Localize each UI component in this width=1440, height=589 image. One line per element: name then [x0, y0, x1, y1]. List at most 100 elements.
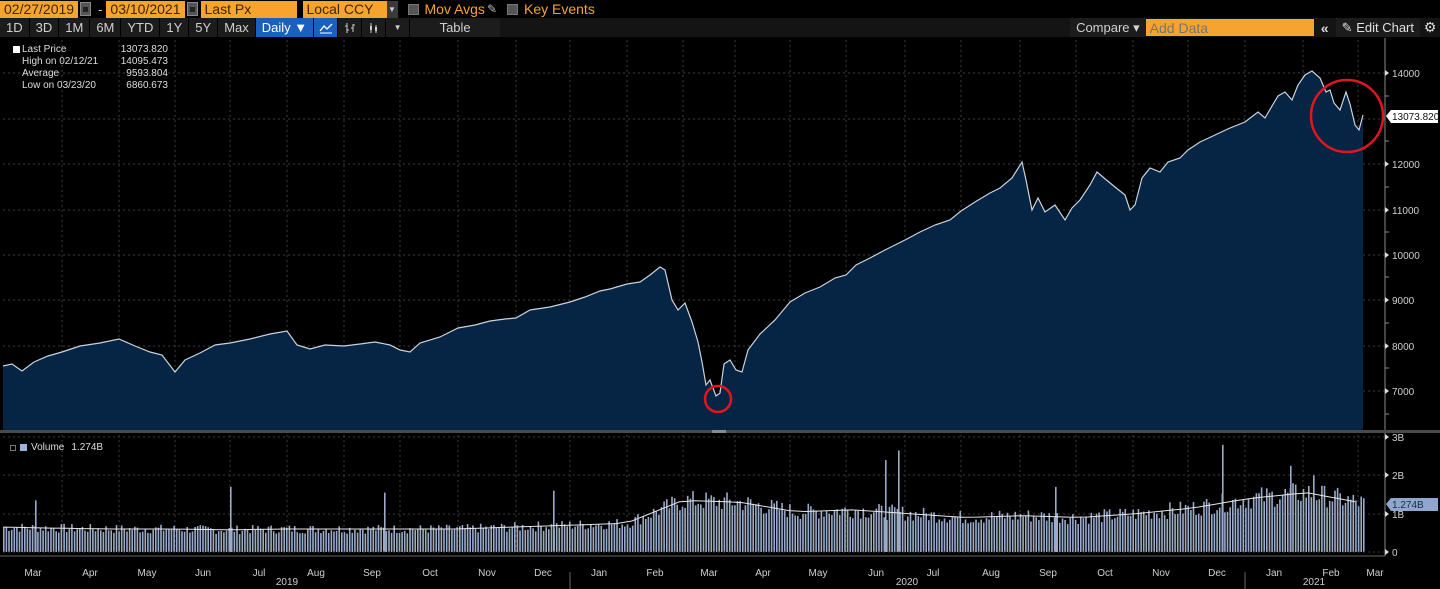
annotation-circle-recent [1309, 78, 1385, 154]
x-tick-label: Dec [534, 568, 552, 579]
svg-text:2020: 2020 [896, 577, 919, 588]
x-tick-label: Feb [646, 568, 664, 579]
x-tick-label: May [138, 568, 157, 579]
period-ytd-button[interactable]: YTD [121, 18, 161, 37]
annotation-circle-low [703, 384, 733, 414]
svg-text:9000: 9000 [1392, 296, 1415, 307]
x-tick-label: Apr [82, 568, 98, 579]
volume-axis: 3B 2B 1B 0 [1385, 433, 1405, 559]
x-tick-label: Jan [1266, 568, 1282, 579]
price-area [3, 71, 1363, 430]
line-chart-icon[interactable] [314, 18, 339, 37]
period-1y-button[interactable]: 1Y [160, 18, 190, 37]
calendar-icon[interactable] [80, 2, 92, 16]
pencil-icon[interactable]: ✎ [486, 2, 497, 16]
svg-text:2021: 2021 [1303, 577, 1326, 588]
svg-text:7000: 7000 [1392, 387, 1415, 398]
x-axis: Mar Apr May Jun Jul Aug Sep Oct Nov Dec Jan Feb Mar A… [24, 568, 1384, 579]
toolbar-row-2: 1D 3D 1M 6M YTD 1Y 5Y Max Daily ▼ ▼ Tabl… [0, 18, 1440, 37]
frequency-dropdown[interactable]: Daily ▼ [255, 18, 315, 37]
svg-text:3B: 3B [1392, 433, 1405, 444]
key-events-checkbox[interactable] [507, 3, 518, 15]
svg-text:14000: 14000 [1392, 69, 1420, 80]
resize-handle[interactable] [712, 430, 726, 433]
period-1m-button[interactable]: 1M [59, 18, 91, 37]
legend-row-low: Low on 03/23/20 6860.673 [22, 80, 168, 91]
right-toolbar: Compare ▾ « ✎ Edit Chart ⚙ [1070, 18, 1440, 37]
legend-row-average: Average 9593.804 [22, 68, 168, 79]
year-labels: 2019 2020 2021 [276, 572, 1326, 589]
x-tick-label: Jun [868, 568, 884, 579]
period-1d-button[interactable]: 1D [0, 18, 30, 37]
price-line [2, 70, 1364, 397]
mov-avgs-label[interactable]: Mov Avgs [424, 1, 485, 17]
volume-tag: 1.274B [1386, 498, 1438, 511]
x-tick-label: Jan [591, 568, 607, 579]
last-price-tag: 13073.820 [1386, 110, 1440, 123]
x-tick-label: Jun [195, 568, 211, 579]
ohlc-bar-icon[interactable] [338, 18, 363, 37]
x-tick-label: Sep [363, 568, 381, 579]
volume-gridlines [3, 436, 1385, 515]
compare-dropdown[interactable]: Compare ▾ [1070, 18, 1146, 37]
legend-swatch [20, 444, 27, 451]
legend-swatch [13, 46, 20, 53]
x-tick-label: Oct [1097, 568, 1113, 579]
candlestick-icon[interactable] [362, 18, 387, 37]
x-tick-label: Oct [422, 568, 438, 579]
volume-legend[interactable]: Volume 1.274B [10, 442, 103, 453]
vertical-gridlines [61, 40, 1359, 555]
x-tick-label: Jul [927, 568, 940, 579]
x-tick-label: Mar [1366, 568, 1384, 579]
expand-icon[interactable] [10, 444, 16, 451]
x-tick-label: Jul [253, 568, 266, 579]
legend-row-last-price[interactable]: Last Price 13073.820 [10, 44, 168, 56]
period-6m-button[interactable]: 6M [90, 18, 122, 37]
svg-text:8000: 8000 [1392, 342, 1415, 353]
period-3d-button[interactable]: 3D [29, 18, 60, 37]
svg-text:11000: 11000 [1392, 206, 1420, 217]
add-data-input[interactable] [1145, 19, 1314, 36]
price-axis: 14000 12000 11000 10000 9000 8000 7000 [1385, 69, 1420, 415]
pencil-icon: ✎ [1341, 20, 1357, 35]
currency-select[interactable]: Local CCY [302, 0, 387, 18]
calendar-icon[interactable] [186, 2, 198, 16]
chevron-down-icon[interactable]: ▼ [386, 0, 398, 18]
x-tick-label: Apr [755, 568, 771, 579]
svg-text:1.274B: 1.274B [1392, 500, 1424, 511]
x-tick-label: Aug [307, 568, 325, 579]
svg-text:2019: 2019 [276, 577, 299, 588]
x-tick-label: Mar [24, 568, 42, 579]
x-tick-label: Dec [1208, 568, 1226, 579]
volume-moving-average [2, 492, 1356, 531]
x-tick-label: Sep [1039, 568, 1057, 579]
field-select[interactable]: Last Px [200, 0, 297, 18]
period-5y-button[interactable]: 5Y [189, 18, 219, 37]
date-separator: - [98, 1, 103, 17]
x-tick-label: Mar [700, 568, 718, 579]
gear-icon[interactable]: ⚙ [1423, 19, 1437, 35]
svg-text:12000: 12000 [1392, 160, 1420, 171]
svg-text:0: 0 [1392, 548, 1398, 559]
x-tick-label: Nov [1152, 568, 1170, 579]
svg-text:10000: 10000 [1392, 251, 1420, 262]
volume-bars [3, 444, 1365, 552]
start-date-input[interactable]: 02/27/2019 [0, 0, 79, 18]
edit-chart-button[interactable]: ✎ Edit Chart [1335, 18, 1420, 37]
x-tick-label: Nov [478, 568, 496, 579]
end-date-input[interactable]: 03/10/2021 [106, 0, 185, 18]
mov-avgs-checkbox[interactable] [407, 3, 419, 15]
period-max-button[interactable]: Max [218, 18, 256, 37]
price-legend: Last Price 13073.820 High on 02/12/21 14… [10, 44, 168, 92]
key-events-label[interactable]: Key Events [524, 1, 595, 17]
table-button[interactable]: Table [410, 18, 501, 37]
x-tick-label: Aug [982, 568, 1000, 579]
svg-text:2B: 2B [1392, 471, 1405, 482]
collapse-icon[interactable]: « [1320, 19, 1329, 36]
x-tick-label: May [809, 568, 828, 579]
legend-row-high: High on 02/12/21 14095.473 [22, 56, 168, 67]
svg-text:13073.820: 13073.820 [1392, 112, 1440, 123]
svg-text:1B: 1B [1392, 510, 1405, 521]
chart-type-dropdown-icon[interactable]: ▼ [386, 18, 411, 37]
